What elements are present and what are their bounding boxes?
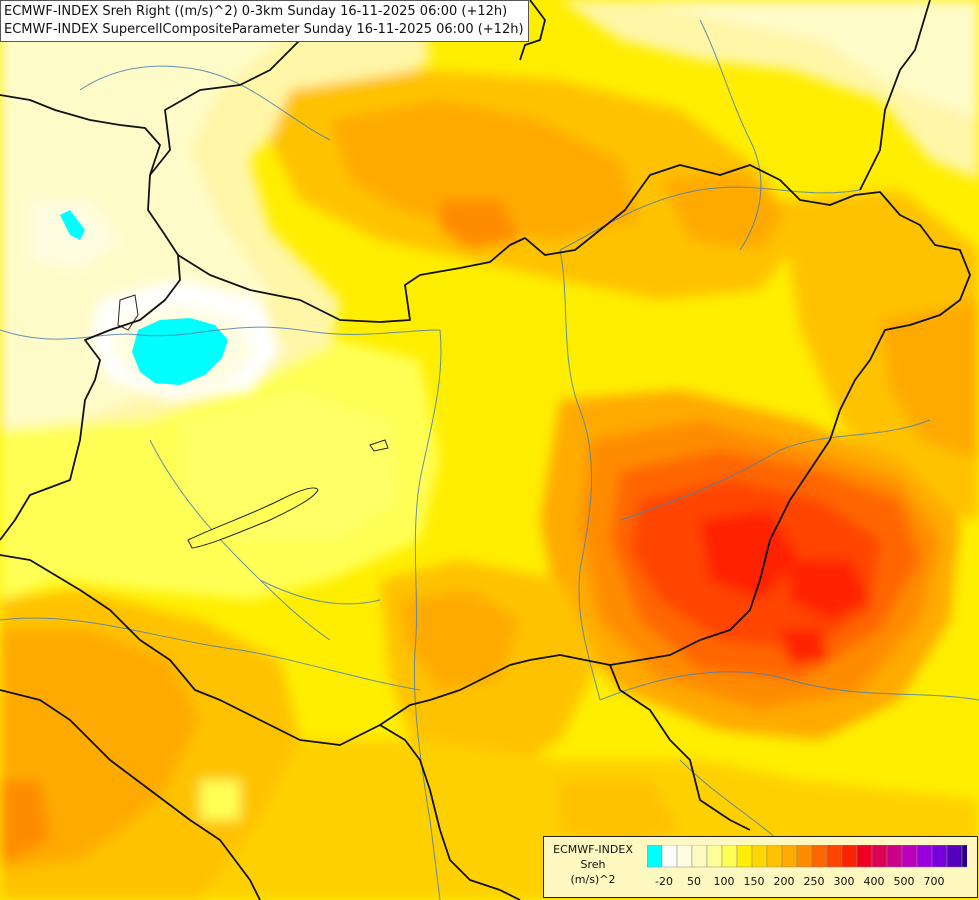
map-title-line-2: ECMWF-INDEX SupercellCompositeParameter … [4,22,524,37]
negative-sreh-area [132,318,228,385]
legend-swatch [706,845,723,868]
legend-swatch [901,845,918,868]
legend-swatch [946,845,963,868]
legend-swatch [736,845,753,868]
legend-color-scale [647,845,967,868]
legend-ticks: -20 50 100 150 200 250 300 400 500 700 [647,875,977,889]
legend-tick-label: 300 [833,875,855,888]
legend-swatch [961,845,967,868]
legend-swatch [796,845,813,868]
legend-swatch [781,845,798,868]
color-legend: ECMWF-INDEX Sreh (m/s)^2 -20 50 100 150 200 2… [543,836,978,898]
legend-tick-label: 100 [713,875,735,888]
legend-swatch [856,845,873,868]
legend-swatch [661,845,678,868]
legend-swatch [811,845,828,868]
legend-model: ECMWF-INDEX [553,843,633,856]
legend-swatch [691,845,708,868]
legend-swatch [916,845,933,868]
map-title-box: ECMWF-INDEX Sreh Right ((m/s)^2) 0-3km S… [0,0,529,42]
legend-swatch [826,845,843,868]
negative-sreh-small-area [60,210,85,240]
legend-swatch [931,845,948,868]
legend-swatch [871,845,888,868]
legend-tick-label: 150 [743,875,765,888]
legend-tick-label: 50 [687,875,701,888]
legend-swatch [886,845,903,868]
legend-tick-label: 400 [863,875,885,888]
legend-parameter: Sreh [580,858,606,871]
map-title-line-1: ECMWF-INDEX Sreh Right ((m/s)^2) 0-3km S… [4,4,508,19]
legend-unit: (m/s)^2 [570,873,616,886]
legend-swatch [751,845,768,868]
rivers [0,19,979,900]
legend-swatch [676,845,693,868]
legend-swatch [647,845,663,868]
lake-balaton [187,487,319,549]
legend-tick-label: 200 [773,875,795,888]
legend-tick-label: 700 [923,875,945,888]
legend-swatch [721,845,738,868]
legend-swatch [766,845,783,868]
legend-swatch [841,845,858,868]
legend-tick-label: -20 [655,875,673,888]
legend-tick-label: 500 [893,875,915,888]
legend-tick-label: 250 [803,875,825,888]
lake-small [369,439,389,452]
